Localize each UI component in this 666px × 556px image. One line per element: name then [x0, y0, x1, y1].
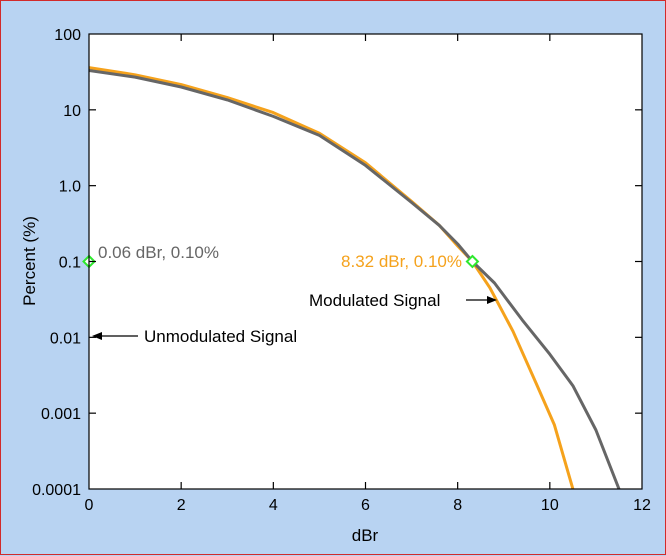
- x-tick-label: 8: [453, 497, 462, 514]
- point-marker-2: [465, 254, 480, 269]
- series-line-2: [89, 69, 621, 489]
- x-tick-label: 10: [541, 497, 559, 514]
- modulated-signal-label: Modulated Signal: [309, 291, 440, 310]
- y-tick-label: 100: [54, 27, 81, 44]
- modulated-point-label: 8.32 dBr, 0.10%: [341, 252, 462, 271]
- unmodulated-point-label: 0.06 dBr, 0.10%: [98, 243, 219, 262]
- unmodulated-signal-label: Unmodulated Signal: [144, 327, 297, 346]
- x-tick-label: 4: [269, 497, 278, 514]
- unmodulated-signal-arrow-head: [92, 332, 102, 340]
- y-tick-label: 0.01: [50, 330, 81, 347]
- x-tick-label: 2: [177, 497, 186, 514]
- annotation-layer: 0.06 dBr, 0.10% 8.32 dBr, 0.10% Modulate…: [92, 243, 497, 346]
- y-tick-label: 10: [63, 103, 81, 120]
- y-axis-title: Percent (%): [20, 216, 39, 306]
- x-tick-label: 12: [633, 497, 651, 514]
- y-tick-label: 1.0: [59, 179, 81, 196]
- x-tick-label: 6: [361, 497, 370, 514]
- modulated-signal-arrow-head: [487, 296, 497, 304]
- y-tick-label: 0.0001: [32, 482, 81, 499]
- y-tick-label: 0.001: [41, 406, 81, 423]
- y-tick-label: 0.1: [59, 255, 81, 272]
- x-axis-title: dBr: [352, 526, 379, 545]
- tick-layer: 0 2 4 6 8 10 12 100 10 1.0 0.1 0.01 0.001 0.0001: [32, 27, 651, 514]
- x-tick-label: 0: [85, 497, 94, 514]
